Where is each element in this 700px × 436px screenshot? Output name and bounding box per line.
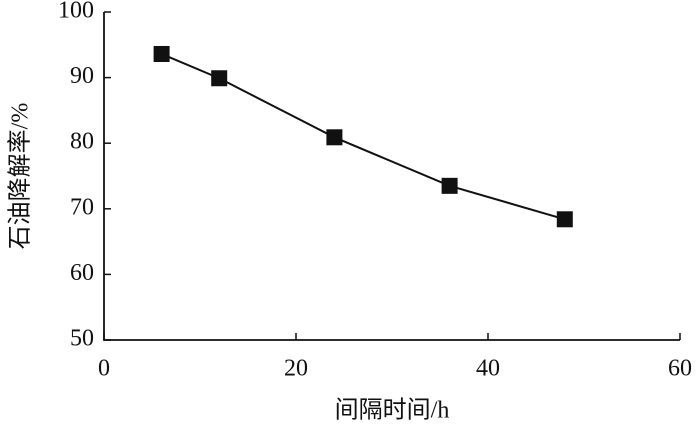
marker [211,70,228,87]
x-tick-label: 60 [668,356,692,382]
marker [556,211,573,228]
marker [326,129,343,146]
y-tick-label: 80 [70,129,94,155]
y-tick-label: 70 [70,194,94,220]
y-tick-label: 50 [70,326,94,352]
x-tick-label: 20 [284,356,308,382]
y-tick-label: 90 [70,63,94,89]
marker [441,177,458,194]
x-tick-label: 0 [98,356,110,382]
x-axis-label: 间隔时间/h [335,397,450,424]
y-axis-label: 石油降解率/% [7,103,34,250]
axis [103,12,680,341]
y-tick-label: 60 [70,260,94,286]
x-tick-label: 40 [476,356,500,382]
marker [153,45,170,62]
y-tick-label: 100 [58,0,94,24]
